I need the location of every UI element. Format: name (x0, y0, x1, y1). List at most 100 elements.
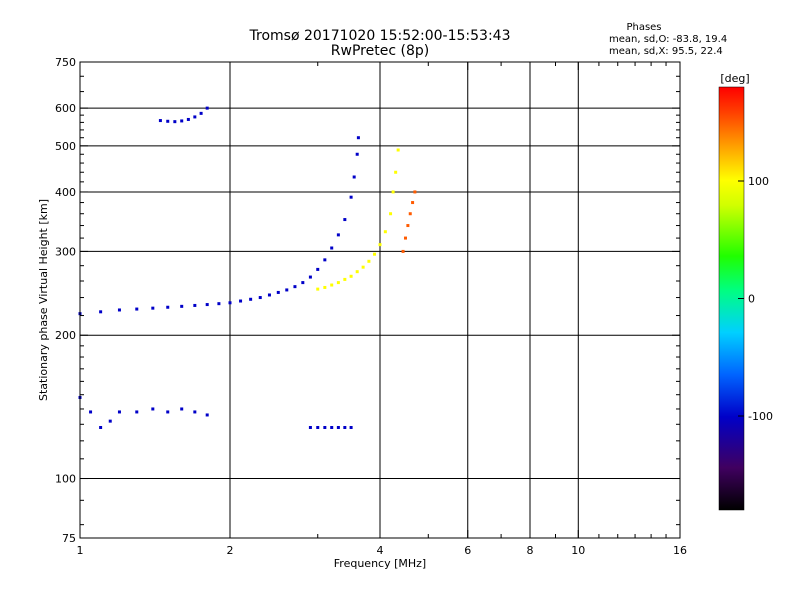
data-point (349, 425, 353, 429)
data-point (383, 230, 387, 234)
data-point (180, 407, 184, 411)
chart-subtitle: RwPretec (8p) (331, 43, 429, 59)
data-point (378, 243, 382, 247)
data-point (173, 120, 177, 124)
data-point (413, 190, 417, 194)
data-point (199, 111, 203, 115)
data-point (293, 285, 297, 289)
data-point (117, 308, 121, 312)
data-point (99, 425, 103, 429)
y-tick-label: 400 (55, 186, 76, 199)
data-point (316, 425, 320, 429)
data-point (373, 252, 377, 256)
data-point (217, 302, 221, 306)
data-point (367, 259, 371, 263)
data-point (336, 425, 340, 429)
data-point (349, 274, 353, 278)
colorbar-label: [deg] (720, 72, 749, 85)
x-tick-label: 2 (227, 544, 234, 557)
data-point (394, 170, 398, 174)
data-point (205, 303, 209, 307)
grid-lines (80, 62, 680, 538)
data-points (78, 106, 417, 429)
data-point (166, 119, 170, 123)
y-axis-title: Stationary phase Virtual Height [km] (37, 199, 50, 401)
data-point (396, 148, 400, 152)
y-tick-label: 750 (55, 56, 76, 69)
data-point (193, 410, 197, 414)
data-point (151, 306, 155, 310)
data-point (301, 281, 305, 285)
y-tick-label: 300 (55, 245, 76, 258)
chart-title: Tromsø 20171020 15:52:00-15:53:43 (249, 28, 511, 44)
data-point (108, 419, 112, 423)
data-point (276, 290, 280, 294)
data-point (249, 297, 253, 301)
data-point (166, 410, 170, 414)
data-point (391, 190, 395, 194)
data-point (361, 265, 365, 269)
data-point (403, 236, 407, 240)
data-point (330, 246, 334, 250)
data-point (355, 152, 359, 156)
data-point (117, 410, 121, 414)
data-point (411, 201, 415, 205)
x-tick-label: 1 (77, 544, 84, 557)
axis-ticks: 1 2 4 6 8 10 16 75 100 200 300 400 500 600 750 (55, 56, 687, 557)
data-point (258, 296, 262, 300)
colorbar-tick-label: -100 (748, 410, 773, 423)
y-tick-label: 500 (55, 140, 76, 153)
data-point (316, 267, 320, 271)
data-point (186, 117, 190, 121)
data-point (408, 212, 412, 216)
data-point (323, 425, 327, 429)
data-point (193, 303, 197, 307)
data-point (135, 410, 139, 414)
data-point (389, 212, 393, 216)
data-point (89, 410, 93, 414)
data-point (180, 119, 184, 123)
data-point (352, 175, 356, 179)
data-point (336, 281, 340, 285)
data-point (323, 285, 327, 289)
data-point (151, 407, 155, 411)
data-point (158, 119, 162, 123)
data-point (205, 413, 209, 417)
data-point (336, 233, 340, 237)
y-tick-label: 200 (55, 329, 76, 342)
data-point (406, 224, 410, 228)
y-tick-label: 600 (55, 102, 76, 115)
data-point (99, 310, 103, 314)
x-tick-label: 16 (673, 544, 687, 557)
x-tick-label: 10 (571, 544, 585, 557)
plot-frame (79, 61, 681, 539)
data-point (355, 270, 359, 274)
x-tick-label: 8 (527, 544, 534, 557)
data-point (180, 304, 184, 308)
phase-stats-o: mean, sd,O: -83.8, 19.4 (609, 34, 727, 45)
data-point (323, 258, 327, 262)
data-point (205, 106, 209, 110)
x-tick-label: 4 (377, 544, 384, 557)
data-point (349, 195, 353, 199)
data-point (316, 287, 320, 291)
data-point (343, 218, 347, 222)
data-point (330, 425, 334, 429)
data-point (239, 299, 243, 303)
colorbar-ticks: 100 0 -100 (738, 175, 773, 423)
colorbar-tick-label: 0 (748, 293, 755, 306)
phase-stats-x: mean, sd,X: 95.5, 22.4 (609, 46, 723, 57)
data-point (267, 293, 271, 297)
colorbar-tick-label: 100 (748, 175, 769, 188)
data-point (356, 136, 360, 140)
data-point (193, 115, 197, 119)
data-point (285, 288, 289, 292)
data-point (135, 307, 139, 311)
data-point (343, 277, 347, 281)
x-tick-label: 6 (464, 544, 471, 557)
phase-stats-heading: Phases (626, 22, 661, 33)
x-axis-title: Frequency [MHz] (334, 557, 426, 570)
data-point (343, 425, 347, 429)
y-tick-label: 100 (55, 473, 76, 486)
